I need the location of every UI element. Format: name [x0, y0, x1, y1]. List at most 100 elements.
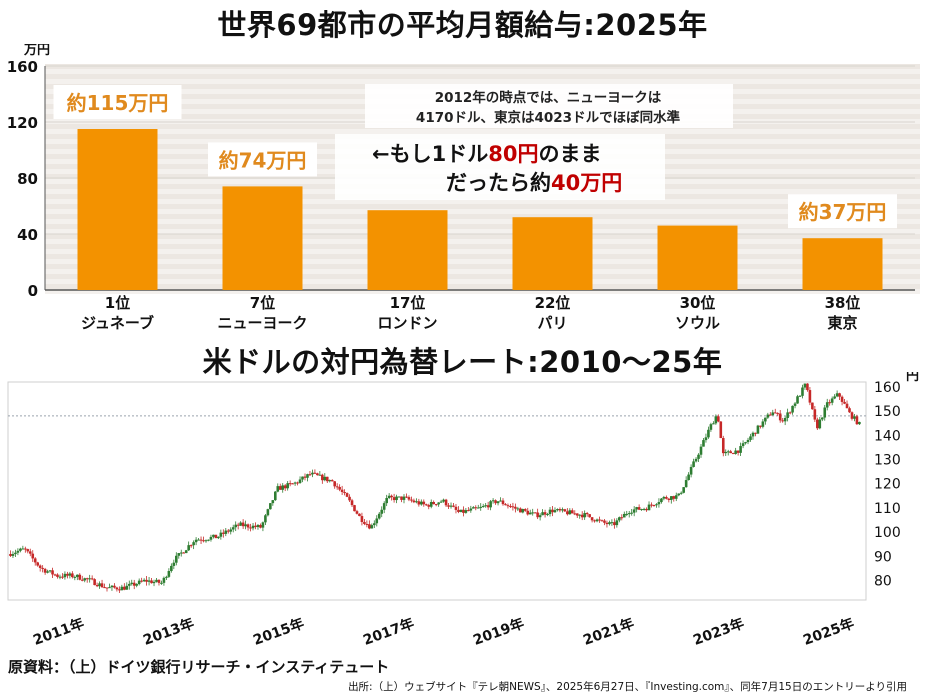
candle-body — [741, 443, 745, 447]
candle-body — [281, 485, 285, 490]
hypothetical-line-1a: ←もし1ドル — [372, 142, 488, 166]
candle-body — [627, 513, 631, 515]
candle-body — [301, 476, 304, 480]
candle-body — [665, 496, 668, 499]
y-axis-unit-yen: 円 — [906, 372, 919, 384]
candle-body — [489, 501, 492, 508]
candle-body — [179, 552, 183, 554]
candle-body — [202, 540, 205, 542]
bar — [657, 225, 738, 290]
candle-body — [31, 553, 35, 559]
candle-body — [392, 497, 396, 501]
candle-body — [192, 542, 195, 546]
y-axis-unit: 万円 — [23, 44, 50, 58]
candle-body — [283, 485, 287, 489]
candle-body — [214, 534, 218, 539]
candle-body — [660, 498, 663, 503]
x-tick-label: 2019年 — [471, 615, 527, 649]
candle-body — [298, 479, 302, 483]
candle-body — [199, 539, 203, 541]
candle-body — [707, 429, 710, 438]
usdjpy-line-chart: 80 90 100 110 120 130 140 150 160 円 2011年 2013年 20… — [7, 372, 919, 649]
candle-body — [769, 414, 772, 416]
candle-body — [689, 466, 693, 475]
candle-body — [271, 500, 275, 504]
candle-body — [85, 578, 89, 580]
candle-body — [486, 505, 490, 508]
candle-body — [618, 517, 621, 521]
plot-frame — [7, 381, 867, 601]
candle-body — [100, 583, 104, 588]
candle-body — [368, 524, 371, 529]
candle-body — [843, 401, 846, 404]
candle-body — [417, 501, 421, 505]
candle-body — [420, 501, 423, 505]
candle-body — [345, 493, 349, 497]
candle-body — [90, 578, 94, 580]
candle-body — [452, 505, 455, 507]
candle-body — [98, 583, 101, 587]
candle-body — [71, 573, 74, 578]
candle-body — [645, 508, 648, 511]
candle-body — [670, 496, 673, 500]
bar — [367, 210, 448, 290]
candle-body — [358, 513, 361, 517]
data-label-box — [53, 85, 182, 119]
candle-body — [308, 474, 312, 476]
candle-body — [548, 509, 552, 515]
candle-body — [526, 510, 530, 515]
candle-body — [600, 520, 604, 522]
candle-body — [588, 514, 591, 518]
candle-body — [521, 509, 525, 513]
y-tick-label: 160 — [874, 380, 901, 396]
candle-body — [387, 495, 391, 499]
candle-body — [726, 451, 730, 453]
candle-body — [9, 553, 12, 556]
candle-body — [830, 398, 834, 403]
candle-body — [316, 473, 319, 476]
candle-body — [373, 523, 376, 526]
candle-body — [647, 504, 651, 511]
candle-body — [48, 570, 52, 572]
y-tick-label: 90 — [874, 549, 892, 565]
candle-body — [764, 417, 767, 422]
candle-body — [736, 450, 740, 453]
candle-body — [491, 500, 495, 502]
candle-body — [226, 530, 230, 532]
candle-body — [278, 486, 282, 490]
candle-body — [514, 506, 517, 509]
candle-body — [702, 440, 705, 447]
candle-body — [704, 437, 708, 441]
candle-body — [543, 512, 547, 515]
candle-body — [729, 451, 732, 454]
candle-body — [46, 571, 49, 573]
candle-body — [16, 550, 20, 553]
category-rank-label: 22位 — [535, 294, 571, 312]
candle-body — [788, 412, 792, 414]
category-city-label: 東京 — [827, 314, 857, 332]
y-tick-label: 150 — [874, 404, 901, 420]
bar — [77, 129, 158, 290]
top-chart-title: 世界69都市の平均月額給与:2025年 — [217, 8, 708, 42]
candle-body — [390, 495, 393, 498]
candle-body — [167, 571, 171, 577]
candle-body — [615, 520, 619, 526]
candle-body — [838, 393, 841, 397]
candle-body — [130, 582, 134, 584]
candle-body — [170, 565, 173, 572]
x-tick-label: 2011年 — [31, 615, 87, 649]
candle-body — [93, 579, 96, 586]
candle-body — [744, 442, 747, 444]
candle-body — [793, 403, 797, 406]
candle-body — [56, 574, 59, 577]
candle-body — [739, 446, 742, 453]
candle-body — [845, 403, 849, 409]
candle-body — [657, 502, 661, 505]
candle-body — [734, 450, 737, 454]
candle-body — [509, 505, 512, 507]
candle-body — [26, 549, 30, 552]
hypothetical-line-2: だったら約40万円 — [446, 171, 622, 195]
candle-body — [573, 513, 577, 515]
candle-body — [415, 501, 418, 503]
candle-body — [561, 509, 564, 511]
